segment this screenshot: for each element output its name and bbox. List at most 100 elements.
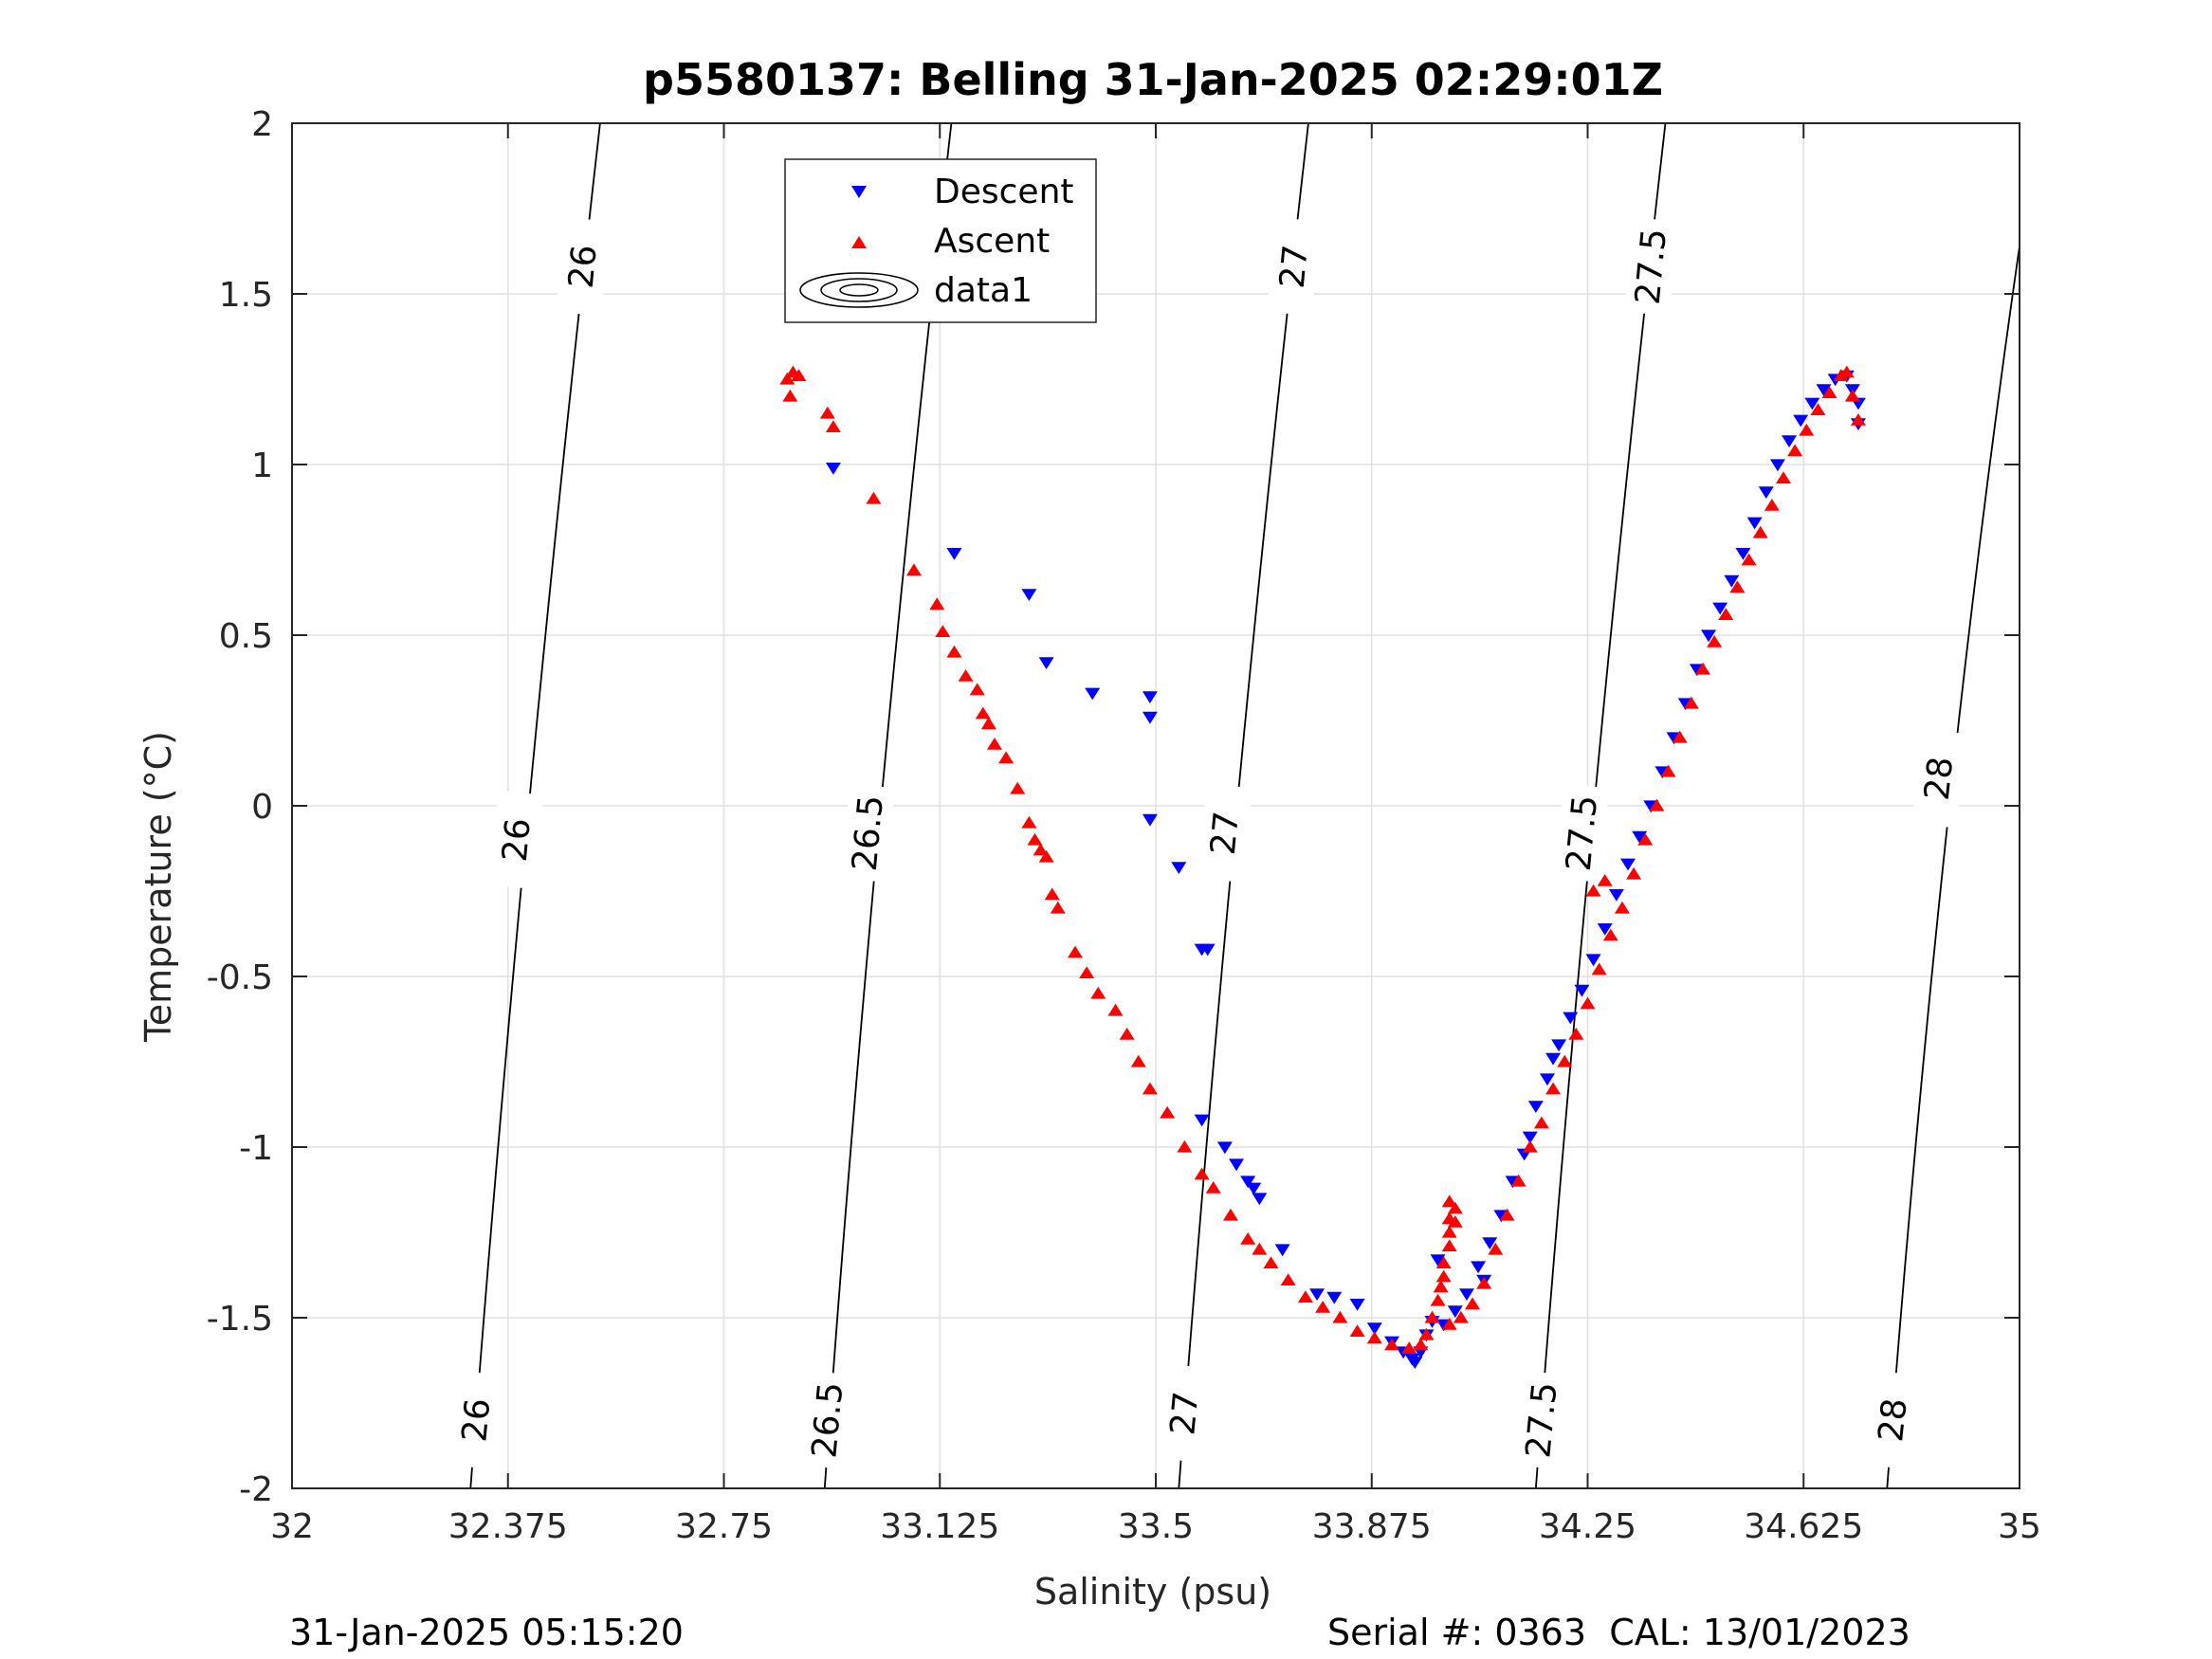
ascent-point bbox=[1297, 1290, 1313, 1303]
isopycnal-label: 27.5 bbox=[1560, 793, 1605, 873]
ascent-point bbox=[1821, 386, 1837, 398]
descent-point bbox=[1527, 1101, 1544, 1113]
ascent-point bbox=[1240, 1232, 1256, 1245]
descent-point bbox=[1551, 1039, 1567, 1052]
ascent-point bbox=[1533, 1116, 1549, 1129]
ascent-point bbox=[1626, 866, 1642, 880]
ascent-point bbox=[1027, 832, 1043, 846]
y-tick-label: -1.5 bbox=[207, 1300, 273, 1339]
ascent-point bbox=[1433, 1280, 1449, 1293]
descent-point bbox=[1574, 984, 1590, 997]
ascent-point bbox=[819, 406, 835, 419]
descent-point bbox=[1620, 858, 1636, 871]
ascent-point bbox=[1585, 884, 1601, 897]
y-tick-label: -2 bbox=[239, 1470, 273, 1509]
descent-point bbox=[1804, 397, 1820, 410]
isopycnal-label-bg bbox=[1910, 728, 1967, 829]
descent-point bbox=[1194, 1114, 1210, 1127]
x-tick-label: 33.125 bbox=[880, 1507, 999, 1546]
ascent-point bbox=[1591, 962, 1607, 975]
descent-point bbox=[1545, 1052, 1562, 1066]
chart-title: p5580137: Belling 31-Jan-2025 02:29:01Z bbox=[643, 54, 1663, 105]
ascent-point bbox=[1764, 499, 1780, 511]
descent-point bbox=[1597, 923, 1613, 936]
ascent-point bbox=[1222, 1208, 1238, 1221]
x-tick-label: 32.375 bbox=[448, 1507, 568, 1546]
ascent-point bbox=[1424, 1310, 1440, 1323]
ascent-point bbox=[1850, 413, 1866, 426]
descent-point bbox=[1563, 1012, 1579, 1025]
descent-point bbox=[1252, 1193, 1268, 1206]
ascent-point bbox=[1044, 887, 1060, 901]
ascent-point bbox=[1568, 1028, 1584, 1040]
isopycnal-label-bg bbox=[1197, 783, 1252, 883]
ascent-point bbox=[1510, 1174, 1526, 1187]
ascent-point bbox=[1090, 986, 1106, 999]
ascent-point bbox=[1130, 1054, 1146, 1067]
legend-descent-marker bbox=[851, 186, 867, 198]
ascent-point bbox=[1672, 730, 1688, 743]
ascent-point bbox=[1810, 403, 1826, 415]
isopycnal-label: 26 bbox=[496, 816, 539, 863]
x-tick-label: 34.625 bbox=[1744, 1507, 1863, 1546]
isopycnal-label: 27 bbox=[1204, 810, 1247, 856]
isopycnal-label-bg bbox=[1267, 217, 1322, 317]
legend-data1-label: data1 bbox=[934, 271, 1033, 310]
ascent-point bbox=[1447, 1215, 1463, 1228]
descent-point bbox=[825, 463, 841, 475]
descent-point bbox=[1816, 384, 1832, 396]
ascent-point bbox=[1683, 696, 1699, 709]
x-tick-label: 33.5 bbox=[1118, 1507, 1194, 1546]
descent-point bbox=[1142, 813, 1158, 827]
descent-point bbox=[1539, 1073, 1555, 1086]
ascent-point bbox=[1160, 1105, 1176, 1119]
ticks: 32 32.375 32.75 33.125 33.5 33.875 34.25 34.625… bbox=[207, 105, 2041, 1546]
descent-point bbox=[1585, 954, 1601, 967]
descent-point bbox=[1171, 862, 1187, 874]
ascent-point bbox=[998, 751, 1015, 764]
descent-point bbox=[1326, 1291, 1343, 1304]
ascent-point bbox=[1775, 471, 1791, 483]
isopycnal-label: 26 bbox=[562, 244, 605, 290]
ascent-point bbox=[1488, 1242, 1504, 1255]
ascent-point bbox=[946, 645, 962, 658]
descent-point bbox=[1246, 1182, 1262, 1195]
descent-point bbox=[1701, 629, 1717, 643]
ascent-point bbox=[1844, 389, 1860, 402]
ascent-point bbox=[1441, 1225, 1457, 1238]
ascent-point bbox=[905, 563, 922, 576]
ascent-point bbox=[1142, 1082, 1158, 1095]
descent-point bbox=[1758, 486, 1774, 499]
isopycnal-label-bg bbox=[800, 1370, 855, 1470]
ascent-point bbox=[1366, 1331, 1382, 1344]
descent-point bbox=[1142, 691, 1158, 703]
x-tick-label: 33.875 bbox=[1312, 1507, 1432, 1546]
ascent-point bbox=[1435, 1269, 1452, 1283]
legend-contour-icon bbox=[799, 272, 919, 308]
y-tick-label: -0.5 bbox=[207, 958, 273, 997]
ascent-point bbox=[1557, 1054, 1573, 1067]
ascent-point bbox=[1718, 608, 1734, 620]
ascent-point bbox=[1430, 1293, 1446, 1306]
descent-point bbox=[1458, 1288, 1474, 1301]
ascent-point bbox=[791, 369, 807, 381]
ascent-point bbox=[1499, 1208, 1515, 1221]
y-tick-label: 1.5 bbox=[219, 276, 273, 315]
legend: Descent Ascent data1 bbox=[784, 158, 1097, 323]
ascent-point bbox=[1263, 1256, 1279, 1268]
x-tick-label: 32 bbox=[270, 1507, 314, 1546]
ascent-point bbox=[1413, 1338, 1429, 1351]
y-tick-label: 1 bbox=[251, 447, 273, 485]
isopycnal-label-bg bbox=[1514, 1370, 1569, 1470]
ascent-point bbox=[1205, 1181, 1221, 1194]
y-tick-label: 0.5 bbox=[219, 617, 273, 656]
legend-ascent-label: Ascent bbox=[934, 222, 1050, 261]
footer-serial-cal: Serial #: 0363 CAL: 13/01/2023 bbox=[1327, 1612, 1910, 1653]
isopycnal-label-bg bbox=[840, 783, 895, 883]
ascent-point bbox=[1252, 1242, 1268, 1255]
ascent-point bbox=[1838, 365, 1855, 378]
y-tick-label: -1 bbox=[239, 1129, 273, 1168]
ascent-point bbox=[1453, 1310, 1469, 1323]
isopycnal-label-bg bbox=[1157, 1363, 1212, 1463]
